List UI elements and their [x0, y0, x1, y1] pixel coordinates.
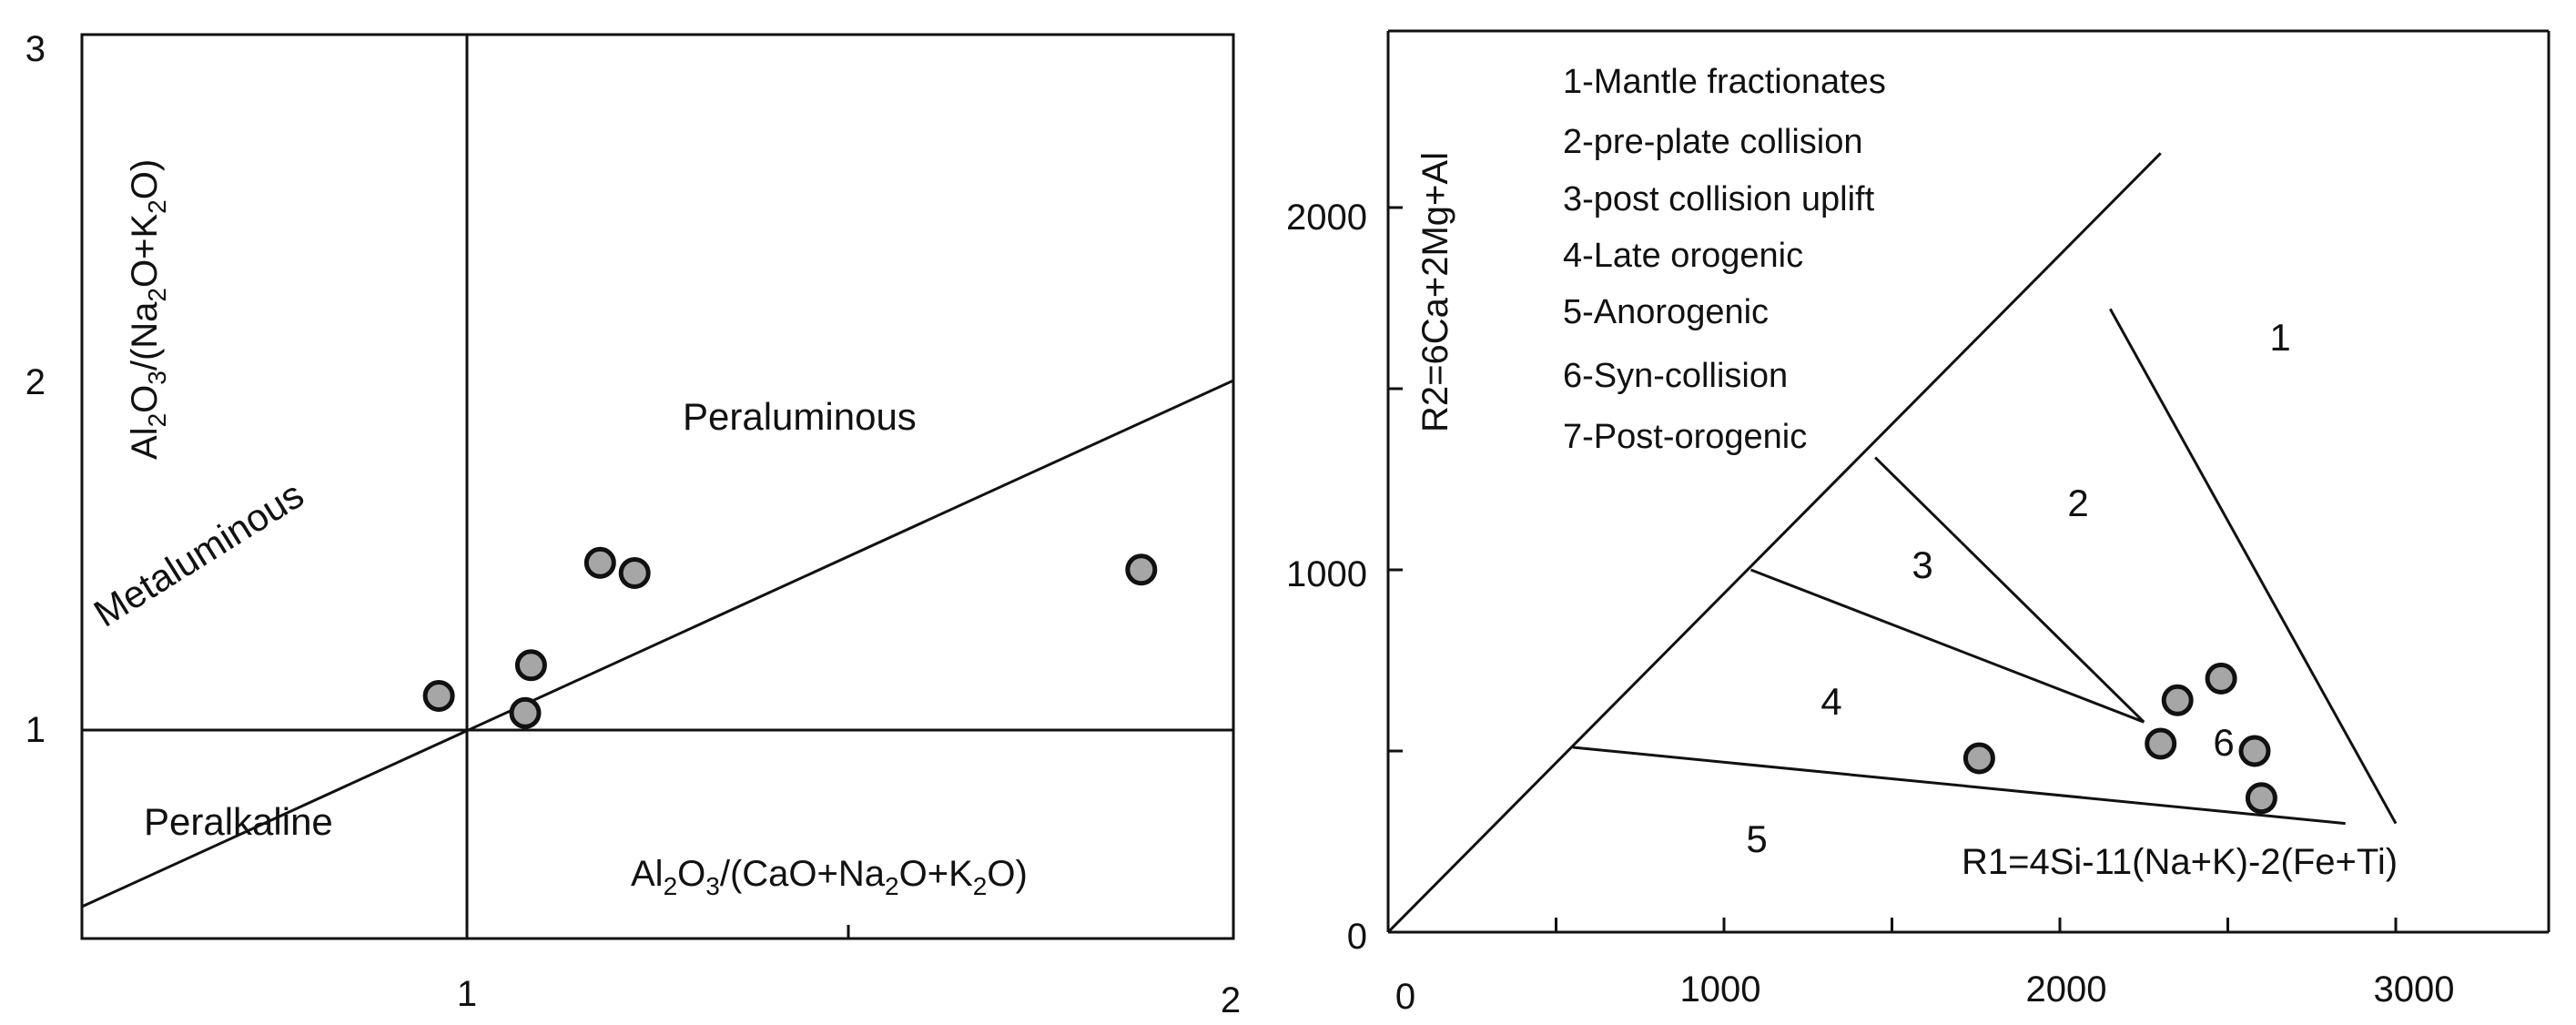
- right-data-point-4: [2205, 662, 2237, 695]
- legend-item-1: 1-Mantle fractionates: [1563, 63, 1886, 101]
- region-label-peralkaline: Peralkaline: [144, 800, 333, 843]
- right-data-point-6: [2245, 782, 2277, 815]
- right-data-point-3: [2161, 684, 2194, 716]
- right-y-axis-title: R2=6Ca+2Mg+Al: [1415, 152, 1455, 432]
- right-ytick-2000: 2000: [1286, 198, 1367, 238]
- legend-item-6: 6-Syn-collision: [1563, 357, 1788, 395]
- right-data-point-2: [2145, 727, 2177, 760]
- right-x-axis-title: R1=4Si-11(Na+K)-2(Fe+Ti): [1962, 842, 2398, 882]
- left-ytick-3: 3: [25, 29, 46, 69]
- right-data-point-1: [1962, 742, 1995, 775]
- right-field-boundaries: [1386, 152, 2398, 934]
- left-x-axis-title: Al2O3/(CaO+Na2O+K2O): [631, 854, 1028, 900]
- right-boundary-line-2: [2108, 308, 2398, 825]
- field-label-2: 2: [2067, 482, 2088, 524]
- right-boundary-line-5: [1572, 746, 2346, 826]
- left-ref-diagonal: [81, 379, 1234, 908]
- left-xtick-2: 2: [1221, 980, 1241, 1020]
- right-xtick-0: 0: [1395, 977, 1415, 1017]
- left-ytick-2: 2: [25, 362, 46, 402]
- right-ytick-1000: 1000: [1286, 554, 1367, 594]
- left-plot-frame: [80, 33, 1235, 940]
- right-data-point-5: [2238, 735, 2271, 767]
- left-data-point-5: [618, 557, 651, 589]
- left-data-point-6: [1125, 553, 1158, 586]
- field-label-6: 6: [2213, 721, 2234, 764]
- left-ytick-1: 1: [25, 710, 46, 750]
- legend-item-5: 5-Anorogenic: [1563, 293, 1769, 331]
- right-boundary-line-4: [1749, 568, 2145, 724]
- field-label-3: 3: [1912, 543, 1932, 586]
- right-ytick-0: 0: [1347, 917, 1367, 957]
- right-boundary-line-3: [1874, 456, 2145, 724]
- legend-item-3: 3-post collision uplift: [1563, 180, 1875, 218]
- field-label-1: 1: [2269, 316, 2290, 359]
- right-boundary-line-1: [1386, 152, 2162, 934]
- left-xtick-1: 1: [457, 974, 477, 1014]
- right-xtick-2000: 2000: [2026, 969, 2107, 1010]
- right-points-group: [1962, 662, 2277, 815]
- left-data-point-3: [514, 649, 547, 682]
- left-data-point-1: [422, 680, 455, 712]
- legend-item-2: 2-pre-plate collision: [1563, 123, 1863, 161]
- shand-chart: 3 2 1 1 2 Metaluminous Peraluminous Pera…: [25, 29, 1241, 1020]
- right-xtick-1000: 1000: [1680, 969, 1761, 1010]
- legend-item-4: 4-Late orogenic: [1563, 237, 1803, 275]
- right-tick-marks: [1388, 206, 2398, 932]
- region-label-peraluminous: Peraluminous: [683, 395, 917, 438]
- legend-item-7: 7-Post-orogenic: [1563, 418, 1807, 456]
- field-label-4: 4: [1820, 680, 1841, 723]
- left-data-point-2: [509, 696, 542, 729]
- left-data-point-4: [583, 546, 616, 579]
- right-xtick-3000: 3000: [2374, 969, 2455, 1010]
- left-y-axis-title: Al2O3/(Na2O+K2O): [125, 159, 171, 460]
- left-points-group: [422, 546, 1158, 729]
- field-label-5: 5: [1746, 817, 1767, 860]
- region-label-metaluminous: Metaluminous: [86, 472, 311, 634]
- right-legend: 1-Mantle fractionates 2-pre-plate collis…: [1563, 63, 1886, 456]
- batchelor-bowden-chart: 2000 1000 0 0 1000 2000 3000 R2=6Ca+2Mg+…: [1286, 29, 2551, 1017]
